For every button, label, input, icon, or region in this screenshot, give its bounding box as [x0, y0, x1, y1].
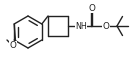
Text: NH: NH: [75, 22, 87, 30]
Text: O: O: [10, 42, 16, 50]
Text: O: O: [88, 3, 95, 13]
Text: O: O: [103, 22, 109, 30]
